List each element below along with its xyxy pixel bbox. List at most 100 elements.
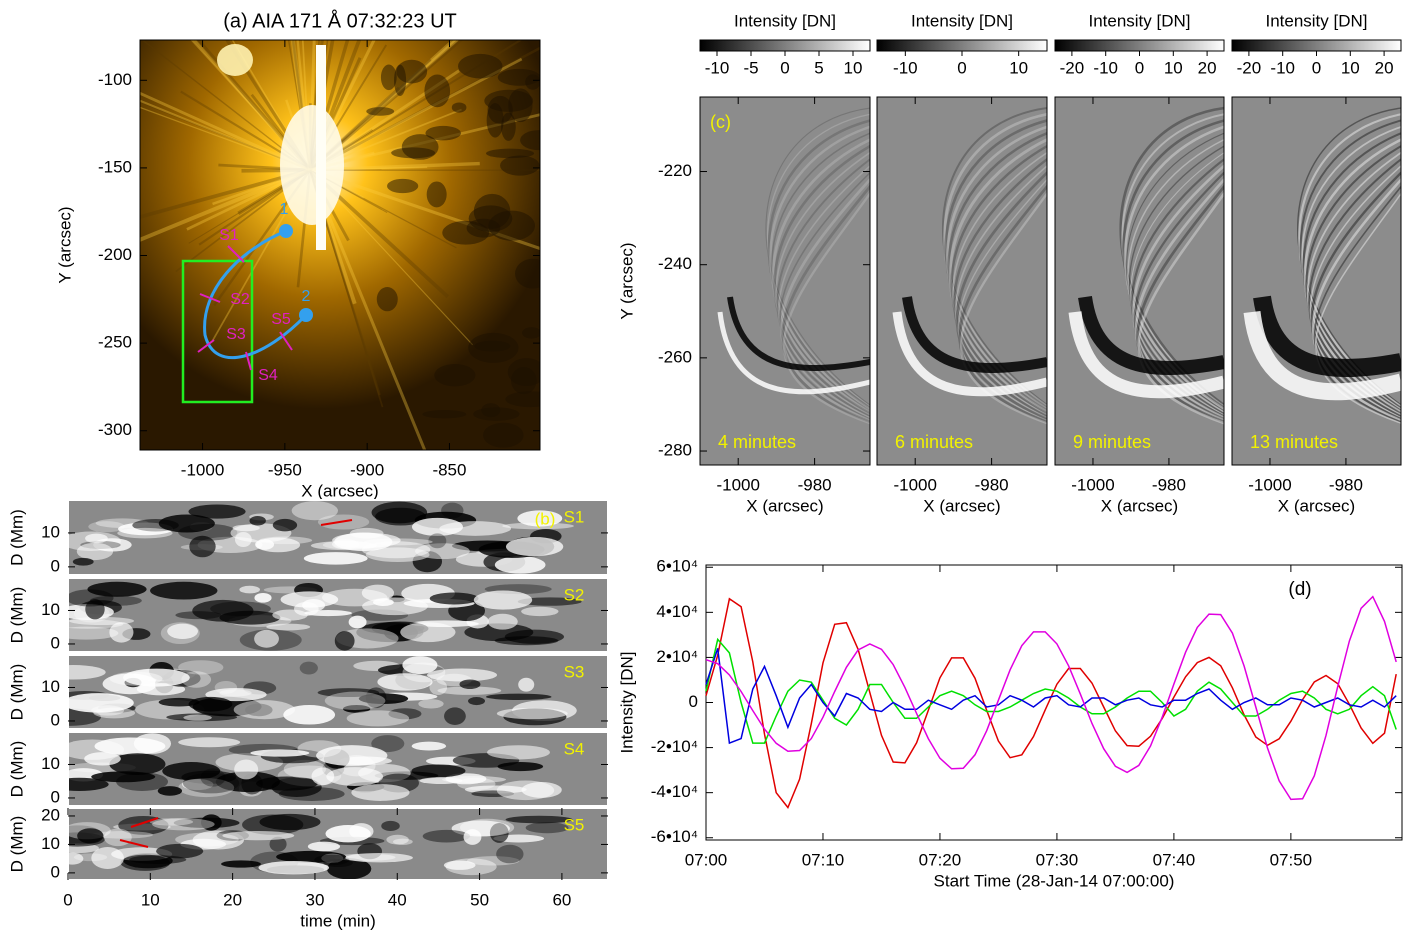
intensity-blob	[457, 777, 496, 791]
intensity-blob	[291, 501, 339, 521]
intensity-blob	[314, 854, 350, 866]
loop-strand	[195, 40, 312, 172]
panel-label: (b)	[535, 509, 556, 528]
dark-patch	[458, 53, 503, 79]
intensity-blob	[392, 838, 413, 845]
annotation: S1	[219, 227, 239, 244]
intensity-blob	[299, 661, 318, 675]
x-tick-label: 07:30	[1036, 850, 1079, 869]
loop-arc	[773, 144, 870, 415]
intensity-blob	[426, 668, 498, 682]
intensity-blob	[459, 679, 481, 690]
intensity-blob	[233, 700, 295, 720]
intensity-blob	[441, 502, 464, 519]
loop-arc	[781, 184, 870, 424]
colorbar-tick-label: 0	[780, 58, 789, 77]
x-tick-label: 50	[470, 890, 489, 909]
x-tick-label: 07:10	[802, 850, 845, 869]
intensity-blob	[181, 778, 214, 791]
dark-patch	[387, 178, 419, 194]
intensity-blob	[326, 767, 384, 786]
annotation: S3	[564, 662, 585, 681]
intensity-blob	[334, 631, 355, 651]
intensity-blob	[496, 844, 524, 864]
intensity-blob	[371, 501, 428, 524]
intensity-blob	[517, 597, 582, 606]
intensity-blob	[117, 527, 173, 539]
y-axis-label: D (Mm)	[7, 509, 26, 566]
intensity-blob	[192, 599, 254, 622]
intensity-blob	[254, 629, 279, 648]
dark-arc	[1253, 295, 1401, 378]
dark-patch	[501, 112, 516, 141]
intensity-blob	[326, 858, 372, 880]
y-tick-label: -100	[98, 70, 132, 89]
intensity-blob	[183, 714, 212, 721]
dark-patch	[474, 340, 511, 352]
annotation: 6 minutes	[895, 432, 973, 452]
intensity-blob	[418, 699, 444, 709]
plot-frame	[1054, 96, 1225, 466]
image-layer	[700, 97, 870, 465]
intensity-blob	[182, 772, 240, 794]
intensity-blob	[283, 759, 327, 779]
intensity-blob	[188, 504, 246, 519]
intensity-blob	[303, 552, 368, 565]
intensity-blob	[346, 710, 410, 727]
loop-arc	[952, 151, 1047, 416]
loop-arc	[767, 119, 870, 409]
footpoint	[279, 224, 293, 238]
x-tick-label: -980	[975, 475, 1009, 494]
intensity-blob	[272, 518, 298, 532]
intensity-blob	[269, 836, 287, 852]
loop-arc	[766, 113, 870, 407]
intensity-blob	[307, 841, 341, 852]
loop-arc	[776, 158, 870, 418]
series-line	[705, 597, 1397, 809]
dark-patch	[426, 181, 447, 208]
y-tick-label: 0	[51, 633, 60, 652]
intensity-blob	[276, 850, 346, 863]
loop-strand	[190, 40, 311, 171]
intensity-blob	[497, 761, 544, 772]
intensity-blob	[84, 752, 121, 766]
intensity-blob	[429, 592, 479, 605]
intensity-blob	[68, 589, 114, 607]
intensity-blob	[505, 536, 564, 557]
y-tick-label: 10	[41, 522, 60, 541]
loop-arc	[777, 164, 870, 419]
dark-patch	[451, 102, 467, 113]
loop-arc	[765, 107, 870, 406]
dark-patch	[515, 258, 540, 289]
annotation: S2	[230, 291, 250, 308]
x-tick-label: -980	[798, 475, 832, 494]
dark-patch	[424, 74, 451, 108]
dark-patch	[425, 125, 461, 141]
loop-strand	[309, 46, 540, 172]
y-tick-label: 4•10⁴	[656, 602, 698, 621]
loop-strand	[308, 169, 427, 450]
y-tick-label: 0	[51, 710, 60, 729]
intensity-blob	[178, 778, 235, 798]
y-tick-label: 10	[41, 600, 60, 619]
plot-frame	[1231, 96, 1402, 466]
colorbar-tick-label: 0	[1312, 58, 1321, 77]
image-layer	[68, 500, 608, 575]
intensity-blob	[91, 831, 153, 839]
intensity-blob	[272, 609, 308, 621]
intensity-blob	[91, 771, 156, 783]
intensity-blob	[505, 815, 573, 824]
intensity-blob	[178, 660, 224, 675]
intensity-blob	[444, 707, 466, 725]
intensity-blob	[365, 547, 430, 563]
intensity-blob	[422, 829, 471, 843]
loop-arc	[1315, 192, 1401, 424]
intensity-blob	[348, 615, 367, 629]
intensity-blob	[304, 610, 352, 617]
x-tick-label: -1000	[893, 475, 936, 494]
image-layer	[140, 40, 540, 450]
intensity-blob	[68, 693, 134, 713]
intensity-blob	[496, 780, 555, 801]
intensity-blob	[68, 777, 109, 791]
dark-patch	[422, 410, 467, 419]
